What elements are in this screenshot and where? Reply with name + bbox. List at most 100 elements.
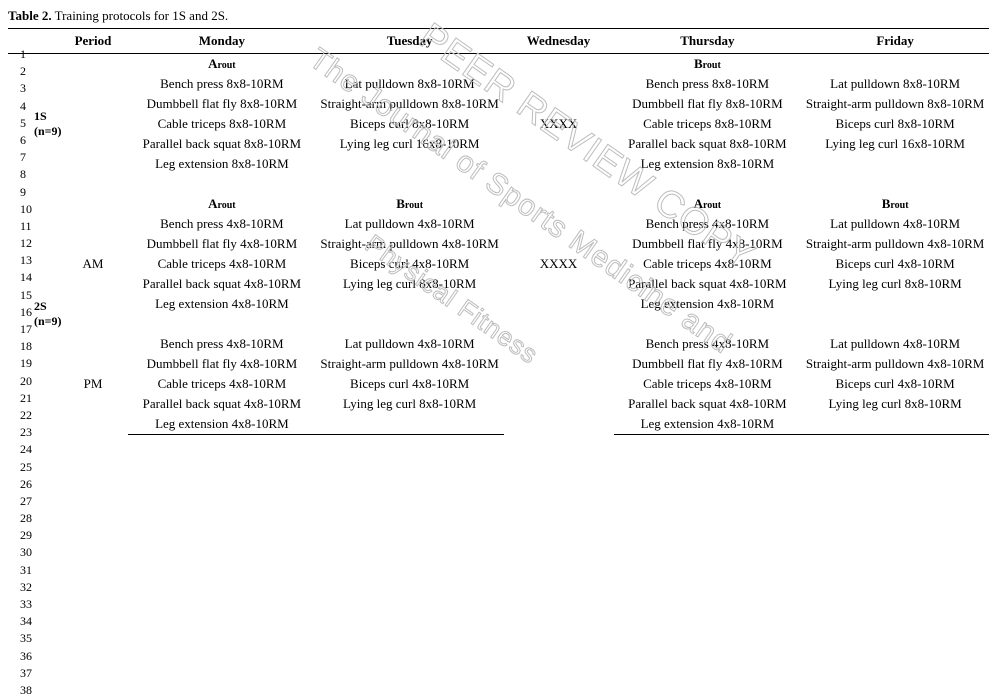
line-number: 17: [20, 321, 32, 338]
line-number: 32: [20, 579, 32, 596]
cell: Parallel back squat 8x8-10RM: [614, 134, 802, 154]
line-number: 31: [20, 562, 32, 579]
cell: Leg extension 8x8-10RM: [614, 154, 802, 174]
cell: Lying leg curl 8x8-10RM: [316, 274, 504, 294]
group-label: 1S: [34, 109, 47, 123]
cell: Lat pulldown 8x8-10RM: [801, 74, 989, 94]
cell: Parallel back squat 4x8-10RM: [128, 394, 316, 414]
table-row: 2S (n=9) AM Arout Brout XXXX Arout Brout: [8, 194, 989, 214]
group-2s: 2S (n=9): [8, 194, 58, 435]
cell: Straight-arm pulldown 4x8-10RM: [801, 234, 989, 254]
line-number: 36: [20, 648, 32, 665]
cell: Parallel back squat 4x8-10RM: [128, 274, 316, 294]
cell: Dumbbell flat fly 4x8-10RM: [128, 234, 316, 254]
caption-text: Training protocols for 1S and 2S.: [52, 8, 229, 23]
cell: Dumbbell flat fly 4x8-10RM: [614, 354, 802, 374]
cell: Biceps curl 4x8-10RM: [801, 254, 989, 274]
line-number: 25: [20, 459, 32, 476]
cell: Lat pulldown 8x8-10RM: [316, 74, 504, 94]
line-number: 12: [20, 235, 32, 252]
line-number: 18: [20, 338, 32, 355]
table-row: Bench press 4x8-10RMLat pulldown 4x8-10R…: [8, 214, 989, 234]
table-row: Dumbbell flat fly 4x8-10RMStraight-arm p…: [8, 354, 989, 374]
cell: Lying leg curl 8x8-10RM: [801, 394, 989, 414]
col-tuesday: Tuesday: [316, 29, 504, 54]
line-number: 7: [20, 149, 32, 166]
training-table: Period Monday Tuesday Wednesday Thursday…: [8, 28, 989, 435]
col-period: Period: [58, 29, 128, 54]
line-number: 2: [20, 63, 32, 80]
cell: Straight-arm pulldown 8x8-10RM: [801, 94, 989, 114]
line-number: 30: [20, 544, 32, 561]
cell: Straight-arm pulldown 8x8-10RM: [316, 94, 504, 114]
group-1s: 1S (n=9): [8, 54, 58, 195]
caption-bold: Table 2.: [8, 8, 52, 23]
line-number: 22: [20, 407, 32, 424]
line-number: 24: [20, 441, 32, 458]
line-number: 13: [20, 252, 32, 269]
cell: Biceps curl 8x8-10RM: [801, 114, 989, 134]
table-caption: Table 2. Training protocols for 1S and 2…: [8, 8, 989, 24]
rout-b: Brout: [316, 194, 504, 214]
cell: Parallel back squat 4x8-10RM: [614, 394, 802, 414]
cell: Lat pulldown 4x8-10RM: [316, 334, 504, 354]
cell: Bench press 4x8-10RM: [614, 214, 802, 234]
line-number: 33: [20, 596, 32, 613]
cell: Lying leg curl 8x8-10RM: [801, 274, 989, 294]
cell: Leg extension 4x8-10RM: [614, 414, 802, 435]
line-number-gutter: 1234567891011121314151617181920212223242…: [20, 46, 32, 699]
line-number: 23: [20, 424, 32, 441]
cell: Bench press 8x8-10RM: [128, 74, 316, 94]
cell: Leg extension 8x8-10RM: [128, 154, 316, 174]
rout-b: Brout: [614, 54, 802, 75]
line-number: 3: [20, 80, 32, 97]
header-row: Period Monday Tuesday Wednesday Thursday…: [8, 29, 989, 54]
group-sub: (n=9): [34, 124, 62, 138]
line-number: 8: [20, 166, 32, 183]
line-number: 19: [20, 355, 32, 372]
line-number: 6: [20, 132, 32, 149]
line-number: 21: [20, 390, 32, 407]
cell: Parallel back squat 4x8-10RM: [614, 274, 802, 294]
cell: Cable triceps 8x8-10RM: [614, 114, 802, 134]
cell: Biceps curl 4x8-10RM: [316, 374, 504, 394]
table-row: Dumbbell flat fly 8x8-10RMStraight-arm p…: [8, 94, 989, 114]
cell: Biceps curl 8x8-10RM: [316, 114, 504, 134]
line-number: 28: [20, 510, 32, 527]
table-row: Parallel back squat 4x8-10RMLying leg cu…: [8, 274, 989, 294]
col-wednesday: Wednesday: [504, 29, 614, 54]
cell: Leg extension 4x8-10RM: [614, 294, 802, 314]
table-wrapper: 1234567891011121314151617181920212223242…: [8, 28, 989, 435]
cell: Bench press 8x8-10RM: [614, 74, 802, 94]
col-monday: Monday: [128, 29, 316, 54]
table-row: Parallel back squat 4x8-10RMLying leg cu…: [8, 394, 989, 414]
line-number: 37: [20, 665, 32, 682]
period-pm: PM: [58, 334, 128, 435]
cell: Dumbbell flat fly 4x8-10RM: [614, 234, 802, 254]
table-row: Dumbbell flat fly 4x8-10RMStraight-arm p…: [8, 234, 989, 254]
cell: Straight-arm pulldown 4x8-10RM: [316, 234, 504, 254]
cell: Lying leg curl 16x8-10RM: [801, 134, 989, 154]
cell: Dumbbell flat fly 8x8-10RM: [128, 94, 316, 114]
cell: Parallel back squat 8x8-10RM: [128, 134, 316, 154]
line-number: 1: [20, 46, 32, 63]
cell: Biceps curl 4x8-10RM: [316, 254, 504, 274]
table-row: Bench press 8x8-10RMLat pulldown 8x8-10R…: [8, 74, 989, 94]
table-row: Leg extension 4x8-10RMLeg extension 4x8-…: [8, 294, 989, 314]
table-row: Leg extension 8x8-10RM Leg extension 8x8-…: [8, 154, 989, 174]
line-number: 27: [20, 493, 32, 510]
table-row: Cable triceps 4x8-10RMBiceps curl 4x8-10…: [8, 374, 989, 394]
rout-a: Arout: [128, 194, 316, 214]
group-label: 2S: [34, 299, 47, 313]
line-number: 38: [20, 682, 32, 699]
cell: Cable triceps 4x8-10RM: [614, 254, 802, 274]
line-number: 10: [20, 201, 32, 218]
table-row: [8, 314, 989, 334]
rout-a: Arout: [128, 54, 316, 75]
cell: Lying leg curl 8x8-10RM: [316, 394, 504, 414]
period-am: AM: [58, 194, 128, 334]
cell: Cable triceps 4x8-10RM: [128, 374, 316, 394]
line-number: 4: [20, 98, 32, 115]
wed-x: XXXX: [504, 54, 614, 195]
line-number: 26: [20, 476, 32, 493]
